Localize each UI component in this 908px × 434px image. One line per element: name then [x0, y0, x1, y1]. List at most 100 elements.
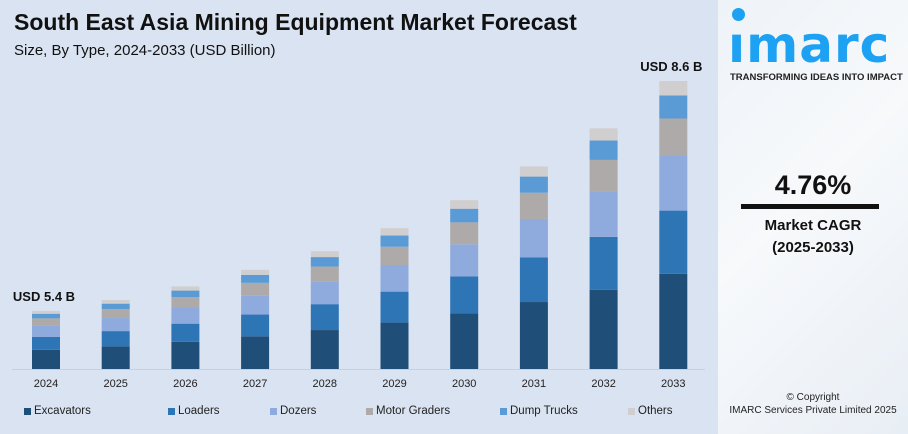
company-name: IMARC Services Private Limited 2025	[729, 405, 897, 416]
bar-motor-graders-2030	[450, 222, 479, 245]
x-tick-label: 2030	[452, 378, 476, 390]
cagr-label: Market CAGR	[764, 217, 862, 234]
bar-others-2024	[32, 310, 60, 314]
bar-dump-trucks-2033	[659, 95, 688, 119]
bar-others-2032	[589, 128, 618, 141]
bar-dump-trucks-2032	[589, 140, 618, 160]
bar-motor-graders-2033	[659, 118, 688, 157]
bar-loaders-2026	[171, 323, 200, 342]
bar-others-2027	[241, 269, 270, 275]
bar-dozers-2028	[310, 281, 339, 305]
bar-loaders-2031	[519, 257, 548, 303]
bar-dump-trucks-2029	[380, 235, 409, 247]
bar-dump-trucks-2025	[101, 303, 130, 310]
legend-label: Dump Trucks	[510, 405, 578, 417]
legend-item-excavators: Excavators	[24, 404, 91, 418]
legend-item-others: Others	[628, 404, 673, 418]
chart-title: South East Asia Mining Equipment Market …	[14, 9, 577, 35]
bar-motor-graders-2029	[380, 246, 409, 265]
bar-motor-graders-2027	[241, 282, 270, 296]
legend-label: Motor Graders	[376, 405, 451, 417]
bar-motor-graders-2031	[519, 192, 548, 219]
bar-loaders-2027	[241, 314, 270, 337]
bar-loaders-2030	[450, 276, 479, 314]
bar-dozers-2030	[450, 244, 479, 277]
bar-dozers-2032	[589, 191, 618, 237]
legend-item-dump-trucks: Dump Trucks	[500, 404, 578, 418]
imarc-logo: ımarc	[728, 16, 891, 74]
legend-label: Excavators	[34, 405, 91, 417]
bar-loaders-2033	[659, 210, 688, 274]
bar-dozers-2027	[241, 295, 270, 315]
bar-dozers-2026	[171, 307, 200, 324]
bar-dump-trucks-2028	[310, 257, 339, 267]
divider	[741, 204, 879, 209]
x-tick-label: 2032	[591, 378, 615, 390]
bar-dozers-2031	[519, 218, 548, 258]
brand-panel: ımarc TRANSFORMING IDEAS INTO IMPACT 4.7…	[718, 0, 908, 434]
bar-dump-trucks-2030	[450, 208, 479, 223]
bar-excavators-2031	[519, 302, 548, 369]
legend-label: Dozers	[280, 405, 317, 417]
cagr-period: (2025-2033)	[772, 239, 854, 256]
bar-excavators-2029	[380, 322, 409, 369]
bar-dump-trucks-2031	[519, 176, 548, 193]
bar-excavators-2030	[450, 313, 479, 369]
x-tick-label: 2025	[103, 378, 127, 390]
bar-excavators-2033	[659, 273, 688, 369]
bar-loaders-2032	[589, 236, 618, 290]
x-tick-label: 2033	[661, 378, 685, 390]
legend-label: Loaders	[178, 405, 220, 417]
legend-item-motor-graders: Motor Graders	[366, 404, 450, 418]
bar-motor-graders-2026	[171, 297, 200, 308]
total-label-2033: USD 8.6 B	[640, 59, 702, 74]
bar-motor-graders-2024	[32, 318, 60, 326]
bar-others-2026	[171, 286, 200, 291]
legend-swatch	[500, 407, 507, 415]
bar-others-2025	[101, 300, 130, 304]
x-tick-label: 2029	[382, 378, 406, 390]
legend-swatch	[168, 407, 175, 415]
bar-others-2030	[450, 200, 479, 209]
bar-loaders-2024	[32, 337, 60, 350]
bar-others-2033	[659, 81, 688, 96]
bar-excavators-2028	[310, 330, 339, 369]
bar-excavators-2024	[32, 349, 60, 369]
bar-excavators-2032	[589, 289, 618, 369]
bar-dozers-2029	[380, 264, 409, 292]
legend-swatch	[270, 407, 277, 415]
bar-others-2029	[380, 228, 409, 236]
bar-excavators-2025	[101, 346, 130, 369]
imarc-logo-dot	[732, 8, 745, 21]
bar-dump-trucks-2026	[171, 290, 200, 298]
cagr-value: 4.76%	[774, 170, 852, 200]
bar-dump-trucks-2027	[241, 274, 270, 283]
bar-dozers-2025	[101, 318, 130, 332]
bar-others-2031	[519, 166, 548, 177]
copyright: © Copyright	[786, 392, 840, 403]
x-tick-label: 2031	[522, 378, 546, 390]
bar-loaders-2025	[101, 331, 130, 347]
x-tick-label: 2024	[34, 378, 58, 390]
chart-panel: South East Asia Mining Equipment Market …	[12, 9, 705, 418]
bar-others-2028	[310, 251, 339, 258]
legend-swatch	[24, 407, 31, 415]
bar-motor-graders-2032	[589, 159, 618, 192]
bar-loaders-2028	[310, 304, 339, 331]
legend-item-loaders: Loaders	[168, 404, 220, 418]
legend-item-dozers: Dozers	[270, 404, 316, 418]
bar-dozers-2024	[32, 325, 60, 338]
bar-motor-graders-2028	[310, 266, 339, 282]
logo-tagline: TRANSFORMING IDEAS INTO IMPACT	[730, 72, 903, 83]
legend-swatch	[628, 407, 635, 415]
chart-subtitle: Size, By Type, 2024-2033 (USD Billion)	[14, 42, 276, 59]
total-label-2024: USD 5.4 B	[13, 289, 75, 304]
stacked-bar-chart: 2024 2025 2026 2027 2028 2029 2030 2031 2032 2033…	[12, 59, 705, 390]
x-tick-label: 2028	[313, 378, 337, 390]
bar-loaders-2029	[380, 291, 409, 323]
x-tick-label: 2027	[243, 378, 267, 390]
bar-dump-trucks-2024	[32, 313, 60, 319]
bar-dozers-2033	[659, 156, 688, 211]
bar-excavators-2026	[171, 341, 200, 369]
legend-label: Others	[638, 405, 673, 417]
